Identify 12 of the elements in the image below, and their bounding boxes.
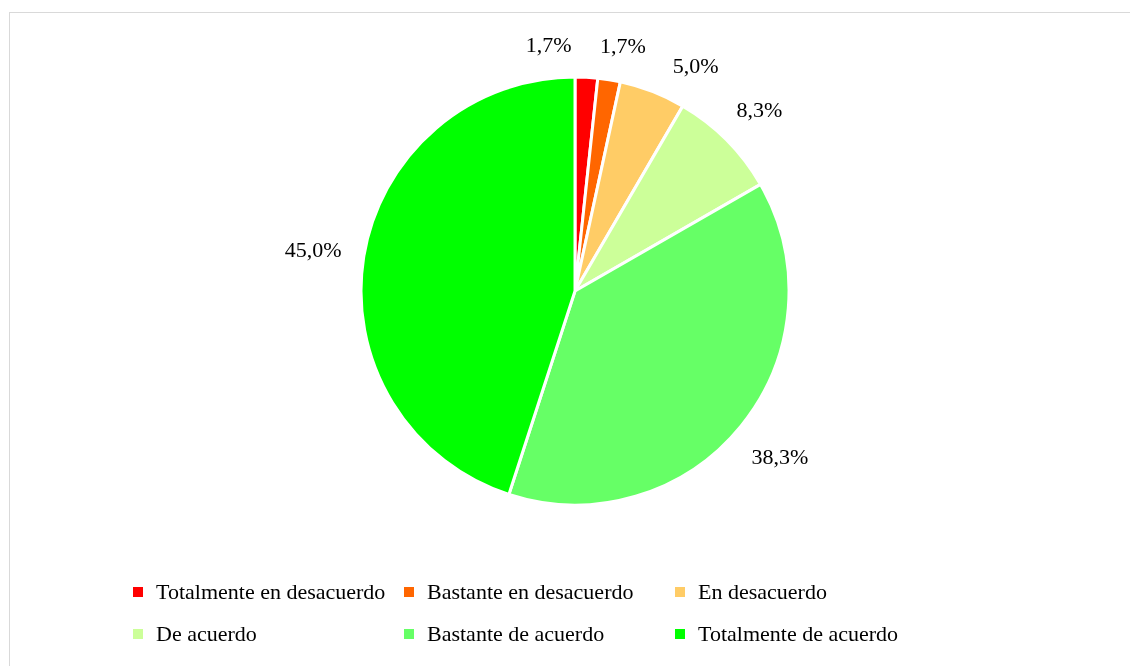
- data-label: 1,7%: [599, 33, 646, 59]
- legend-label: Bastante de acuerdo: [427, 621, 605, 646]
- legend-label: Totalmente en desacuerdo: [156, 579, 386, 604]
- legend-label: En desacuerdo: [698, 579, 827, 604]
- data-label: 45,0%: [284, 236, 342, 262]
- data-label: 1,7%: [525, 31, 572, 57]
- data-label: 38,3%: [751, 444, 809, 470]
- data-label: 5,0%: [672, 53, 719, 79]
- data-label: 8,3%: [736, 96, 783, 122]
- legend-label: Bastante en desacuerdo: [427, 579, 634, 604]
- legend-label: Totalmente de acuerdo: [698, 621, 899, 646]
- legend-label: De acuerdo: [156, 621, 257, 646]
